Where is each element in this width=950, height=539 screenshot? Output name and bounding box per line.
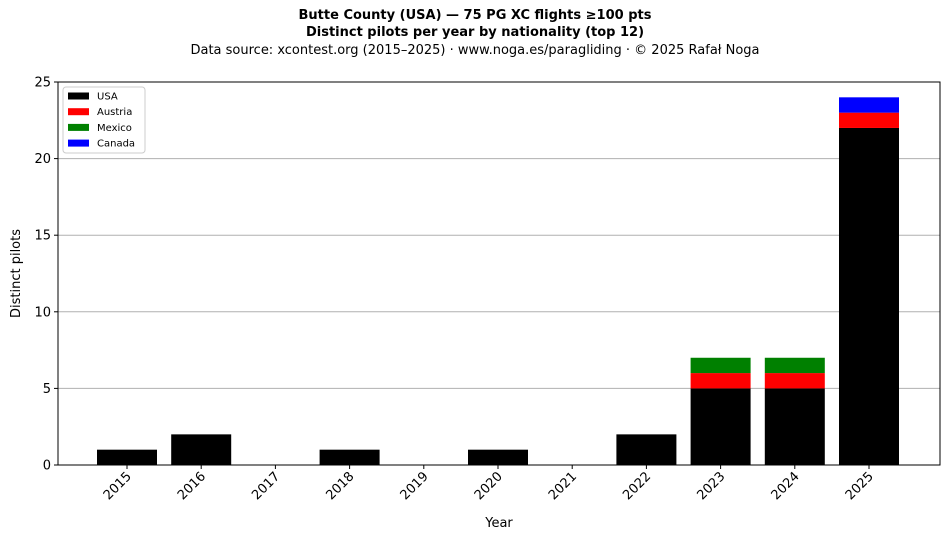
- x-tick-label-2025: 2025: [843, 469, 877, 503]
- legend-swatch-canada: [68, 139, 89, 147]
- bar-austria-2025: [839, 112, 899, 128]
- legend-swatch-austria: [68, 108, 89, 116]
- x-axis-label: Year: [484, 516, 513, 531]
- plot-frame: [57, 81, 941, 466]
- bar-usa-2016: [171, 434, 232, 465]
- legend-swatch-usa: [68, 92, 89, 100]
- bar-austria-2024: [764, 373, 825, 389]
- y-tick-label-3: 15: [34, 229, 51, 244]
- x-tick-label-2023: 2023: [694, 469, 728, 503]
- chart-title: Butte County (USA) — 75 PG XC flights ≥1…: [298, 8, 652, 23]
- legend-swatch-mexico: [68, 123, 89, 131]
- chart-source: Data source: xcontest.org (2015–2025) · …: [190, 43, 760, 58]
- x-tick-label-2018: 2018: [323, 469, 357, 503]
- bar-usa-2024: [764, 388, 825, 465]
- y-tick-label-5: 25: [34, 76, 51, 91]
- bar-mexico-2023: [690, 357, 751, 374]
- x-tick-label-2022: 2022: [620, 469, 654, 503]
- x-tick-label-2017: 2017: [249, 469, 283, 503]
- bar-usa-2018: [319, 449, 380, 465]
- x-tick-label-2020: 2020: [472, 469, 506, 503]
- bar-usa-2023: [690, 388, 751, 465]
- y-tick-label-1: 5: [43, 382, 51, 397]
- legend-label-mexico: Mexico: [97, 123, 132, 134]
- bars: [97, 97, 899, 466]
- x-axis: 2015 2016 2017 2018 2019 2020 2021 2022 2023 2024…: [101, 465, 877, 503]
- x-tick-label-2019: 2019: [398, 469, 432, 503]
- legend-label-usa: USA: [97, 92, 118, 103]
- legend-label-canada: Canada: [97, 139, 135, 150]
- y-tick-label-4: 20: [34, 152, 51, 167]
- bar-usa-2022: [616, 434, 677, 465]
- legend-box: [62, 86, 146, 154]
- bar-usa-2020: [468, 449, 528, 465]
- bar-usa-2015: [97, 449, 157, 465]
- y-tick-label-0: 0: [43, 459, 51, 474]
- y-tick-label-2: 10: [34, 305, 51, 320]
- x-tick-label-2016: 2016: [175, 469, 209, 503]
- bar-austria-2023: [690, 373, 751, 389]
- y-axis-label: Distinct pilots: [9, 229, 24, 318]
- bar-canada-2025: [839, 97, 899, 113]
- bar-usa-2025: [839, 127, 899, 466]
- x-tick-label-2021: 2021: [546, 469, 580, 503]
- chart-subtitle: Distinct pilots per year by nationality …: [305, 25, 645, 40]
- legend-label-austria: Austria: [97, 107, 132, 118]
- x-tick-label-2015: 2015: [101, 469, 135, 503]
- legend: USA Austria Mexico Canada: [62, 86, 146, 154]
- bar-mexico-2024: [764, 357, 825, 374]
- x-tick-label-2024: 2024: [769, 469, 803, 503]
- y-axis: 0 5 10 15 20 25: [34, 76, 58, 474]
